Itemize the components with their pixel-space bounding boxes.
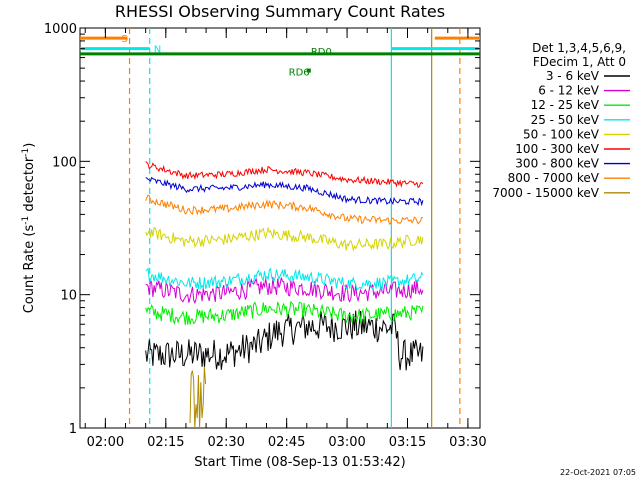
legend-label: 25 - 50 keV — [531, 113, 600, 127]
y-axis-label-main: Count Rate (s — [22, 225, 37, 314]
legend-label: 300 - 800 keV — [515, 157, 599, 171]
flag-label-n: N — [154, 45, 161, 56]
legend-label: 800 - 7000 keV — [508, 171, 600, 185]
legend-label: 12 - 25 keV — [531, 98, 600, 112]
y-tick-label: 10 — [60, 289, 77, 304]
vertical-markers — [128, 28, 461, 428]
x-tick-label: 03:30 — [449, 435, 486, 450]
y-axis-label-sup2: -1 — [21, 148, 31, 157]
series-line-7 — [145, 176, 424, 207]
x-tick-label: 03:00 — [328, 435, 365, 450]
series-line-2 — [145, 277, 424, 305]
plot-frame — [79, 27, 481, 429]
legend-label: 3 - 6 keV — [546, 69, 600, 83]
series-line-1 — [145, 310, 424, 371]
y-tick-label: 100 — [52, 155, 77, 170]
legend-label: 100 - 300 keV — [515, 142, 599, 156]
y-axis-label-end: ) — [22, 143, 37, 148]
chart-title: RHESSI Observing Summary Count Rates — [115, 2, 445, 21]
legend-header-line-1: Det 1,3,4,5,6,9, — [532, 41, 626, 55]
legend-label: 6 - 12 keV — [538, 84, 600, 98]
y-axis-label: Count Rate (s-1 detector-1) — [21, 143, 37, 314]
x-tick-label: 02:45 — [268, 435, 305, 450]
x-tick-label: 02:00 — [87, 435, 124, 450]
legend-label: 7000 - 15000 keV — [492, 186, 599, 200]
y-axis-label-mid: detector — [22, 156, 37, 216]
x-tick-label: 02:30 — [207, 435, 244, 450]
series-line-3 — [145, 300, 424, 325]
flag-label-rd0: RD0 — [311, 47, 332, 58]
x-axis-ticks: 02:00 02:15 02:30 02:45 03:00 03:15 03:30 — [84, 28, 487, 450]
series-line-9 — [189, 366, 207, 429]
y-tick-label: 1000 — [44, 22, 77, 37]
legend-label: 50 - 100 keV — [523, 127, 600, 141]
y-axis-label-sup1: -1 — [21, 216, 31, 225]
flag-marker-rd6 — [306, 68, 311, 73]
x-axis-label: Start Time (08-Sep-13 01:53:42) — [194, 455, 405, 470]
legend-header-line-2: FDecim 1, Att 0 — [533, 55, 626, 69]
flag-label-s: S — [122, 34, 128, 45]
series-line-4 — [145, 267, 424, 292]
x-tick-label: 02:15 — [147, 435, 184, 450]
y-tick-label: 1 — [69, 422, 77, 437]
series-line-8 — [145, 194, 423, 225]
y-axis-ticks: 1 10 100 1000 — [44, 22, 480, 437]
flag-label-rd6: RD6 — [289, 68, 310, 79]
legend: Det 1,3,4,5,6,9, FDecim 1, Att 0 3 - 6 k… — [492, 41, 630, 200]
series-line-5 — [145, 226, 424, 252]
x-tick-label: 03:15 — [389, 435, 426, 450]
footer-timestamp: 22-Oct-2021 07:05 — [560, 468, 636, 477]
series-layer — [145, 161, 424, 429]
series-line-6 — [145, 161, 424, 189]
